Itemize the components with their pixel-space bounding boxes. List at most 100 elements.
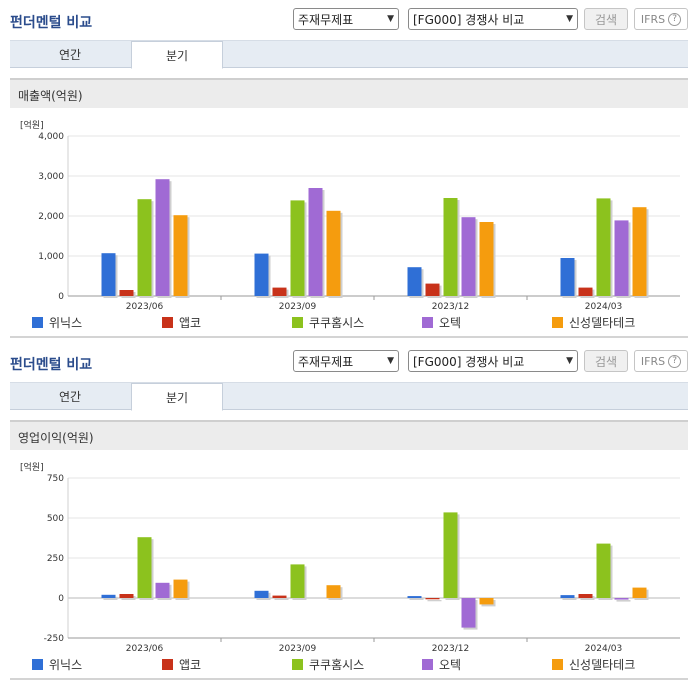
revenue-bar-chart: 0 1,000 2,000 3,000 4,000 2023/06 2023/09 2023/… [38, 132, 680, 312]
chart-header: 영업이익(억원) [10, 420, 688, 450]
chart-legend: 위닉스 앱코 쿠쿠홈시스 오텍 신성델타테크 [0, 314, 696, 330]
chart-title: 매출액(억원) [18, 89, 83, 103]
y-unit-label: [억원] [20, 463, 44, 473]
y-tick-label: 0 [58, 292, 64, 302]
chevron-down-icon: ▼ [387, 356, 394, 366]
y-tick-label: 3,000 [38, 172, 64, 182]
bar [632, 587, 647, 598]
ifrs-label: IFRS [640, 12, 666, 26]
y-tick-label: 1,000 [38, 252, 64, 262]
bar [173, 579, 188, 598]
bar [101, 594, 116, 598]
legend-item[interactable]: 오텍 [422, 656, 461, 673]
legend-swatch [422, 659, 433, 670]
legend-label: 쿠쿠홈시스 [309, 316, 365, 330]
y-tick-label: 750 [47, 474, 64, 484]
legend-label: 오텍 [439, 658, 462, 672]
x-tick-label: 2023/09 [279, 302, 317, 312]
period-tabs: 연간 분기 [10, 382, 688, 411]
bar-shadow [562, 597, 577, 600]
bar [560, 595, 575, 598]
legend-swatch [292, 317, 303, 328]
chart-header: 매출액(억원) [10, 78, 688, 108]
bar [443, 198, 458, 296]
legend-swatch [32, 317, 43, 328]
legend-item[interactable]: 앱코 [162, 656, 201, 673]
bar [479, 222, 494, 296]
bar [560, 258, 575, 296]
bar-shadow [274, 597, 289, 600]
legend-item[interactable]: 신성델타테크 [552, 656, 635, 673]
legend-label: 신성델타테크 [569, 316, 636, 330]
y-tick-label: 2,000 [38, 212, 64, 222]
search-button[interactable]: 검색 [584, 8, 628, 30]
x-tick-label: 2023/06 [126, 644, 164, 654]
legend-swatch [162, 659, 173, 670]
tab-annual[interactable]: 연간 [58, 390, 82, 404]
ifrs-label: IFRS [640, 354, 666, 368]
bar [578, 594, 593, 598]
competitor-select[interactable]: [FG000] 경쟁사 비교 ▼ [408, 8, 578, 30]
legend-item[interactable]: 쿠쿠홈시스 [292, 314, 364, 331]
legend-item[interactable]: 앱코 [162, 314, 201, 331]
bar [326, 210, 341, 296]
tab-quarterly[interactable]: 분기 [131, 383, 223, 411]
bar [425, 283, 440, 296]
help-circle-icon: ? [668, 12, 682, 26]
bar [425, 598, 440, 600]
bar [137, 199, 152, 296]
competitor-value: [FG000] 경쟁사 비교 [413, 354, 525, 369]
chevron-down-icon: ▼ [566, 14, 573, 24]
legend-swatch [32, 659, 43, 670]
bar [137, 537, 152, 598]
bar [119, 594, 134, 598]
bar-shadow [409, 598, 424, 600]
search-button[interactable]: 검색 [584, 350, 628, 372]
x-tick-label: 2023/12 [432, 302, 469, 312]
legend-swatch [162, 317, 173, 328]
legend-swatch [552, 317, 563, 328]
legend-item[interactable]: 신성델타테크 [552, 314, 635, 331]
bar [479, 598, 494, 605]
legend-item[interactable]: 오텍 [422, 314, 461, 331]
section-title: 펀더멘털 비교 [10, 357, 93, 373]
bar [632, 207, 647, 296]
legend-item[interactable]: 위닉스 [32, 656, 82, 673]
financial-statement-value: 주재무제표 [298, 12, 354, 27]
y-tick-label: 250 [47, 554, 64, 564]
bar [101, 253, 116, 296]
legend-item[interactable]: 위닉스 [32, 314, 82, 331]
ifrs-button[interactable]: IFRS ? [634, 8, 688, 30]
bar [119, 290, 134, 296]
bar [578, 287, 593, 296]
legend-label: 앱코 [179, 316, 202, 330]
chart-legend: 위닉스 앱코 쿠쿠홈시스 오텍 신성델타테크 [0, 656, 696, 672]
bar [326, 585, 341, 598]
competitor-value: [FG000] 경쟁사 비교 [413, 12, 525, 27]
y-tick-label: 0 [58, 594, 64, 604]
legend-item[interactable]: 쿠쿠홈시스 [292, 656, 364, 673]
tab-annual[interactable]: 연간 [58, 48, 82, 62]
chevron-down-icon: ▼ [387, 14, 394, 24]
bar [290, 564, 305, 598]
financial-statement-select[interactable]: 주재무제표 ▼ [293, 350, 399, 372]
x-tick-label: 2023/06 [126, 302, 164, 312]
bar [596, 543, 611, 598]
revenue-panel: 펀더멘털 비교 주재무제표 ▼ [FG000] 경쟁사 비교 ▼ 검색 IFRS… [0, 8, 696, 338]
legend-label: 위닉스 [49, 658, 83, 672]
tab-quarterly[interactable]: 분기 [131, 41, 223, 69]
bar [461, 598, 476, 628]
competitor-select[interactable]: [FG000] 경쟁사 비교 ▼ [408, 350, 578, 372]
x-tick-label: 2024/03 [585, 302, 622, 312]
bar [254, 590, 269, 598]
panel-divider [10, 678, 688, 680]
bar [173, 215, 188, 296]
financial-statement-select[interactable]: 주재무제표 ▼ [293, 8, 399, 30]
x-tick-label: 2023/09 [279, 644, 317, 654]
legend-label: 쿠쿠홈시스 [309, 658, 365, 672]
operating-profit-bar-chart: -250 0 250 500 750 2023/06 2023/09 2023/12 2024/… [44, 474, 680, 654]
legend-label: 앱코 [179, 658, 202, 672]
bar-shadow [616, 600, 631, 602]
ifrs-button[interactable]: IFRS ? [634, 350, 688, 372]
legend-swatch [422, 317, 433, 328]
